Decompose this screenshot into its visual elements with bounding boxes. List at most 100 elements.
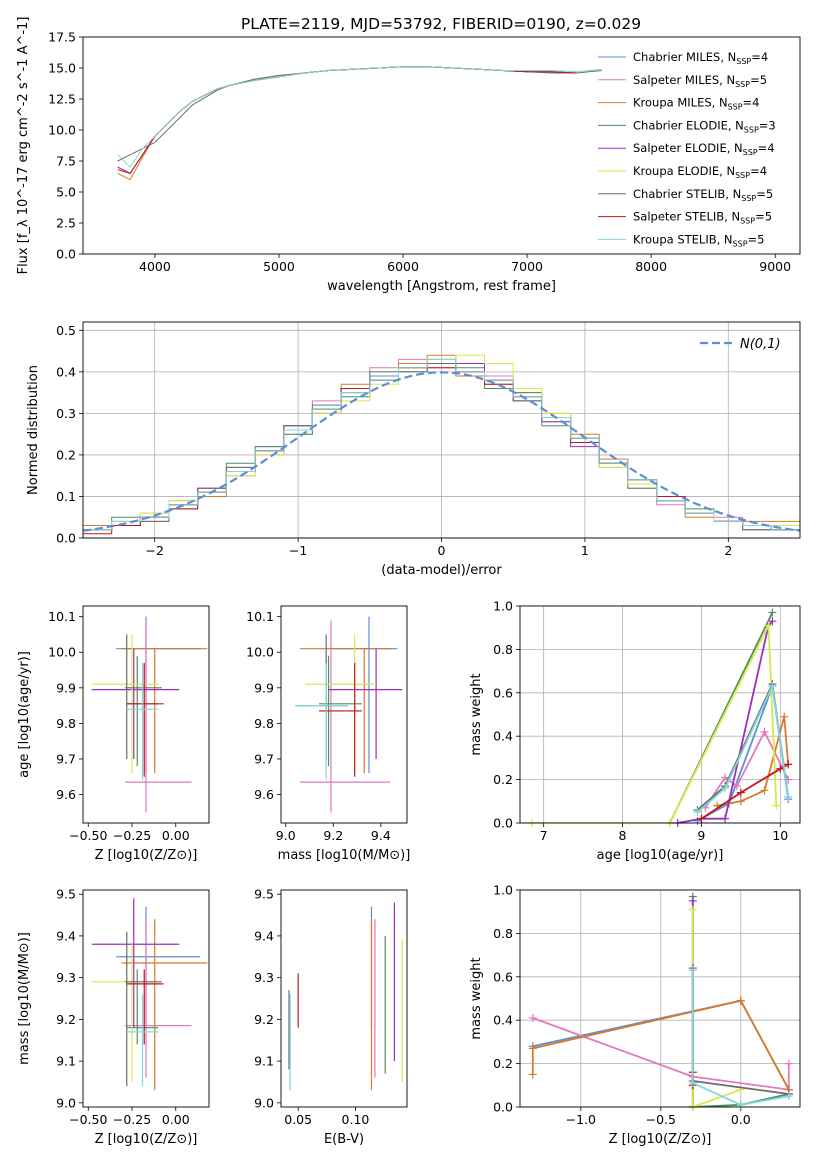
y-tick-label: 9.6 — [254, 787, 274, 802]
y-axis-label: age [log10(age/yr)] — [17, 651, 32, 778]
y-tick-label: 2.5 — [56, 216, 76, 231]
marker-kroupa-elodie — [772, 801, 781, 810]
spectrum-line-salpeter-elodie — [117, 66, 503, 175]
y-tick-label: 9.2 — [56, 1012, 76, 1027]
y-tick-label: 9.1 — [56, 1054, 76, 1069]
y-tick-label: 0.5 — [56, 323, 76, 338]
marker-salpeter-stelib — [776, 764, 785, 773]
y-tick-label: 0.8 — [493, 926, 513, 941]
marker-salpeter-miles — [784, 1059, 793, 1068]
y-tick-label: 0.3 — [56, 406, 76, 421]
y-tick-label: 9.4 — [56, 928, 76, 943]
legend-label-chabrier-stelib: Chabrier STELIB, NSSP=5 — [633, 187, 773, 203]
y-tick-label: 0.0 — [493, 816, 513, 831]
axes-frame — [82, 605, 210, 824]
y-tick-label: 0.4 — [493, 729, 513, 744]
legend-label-salpeter-stelib: Salpeter STELIB, NSSP=5 — [633, 210, 772, 226]
y-tick-label: 9.0 — [56, 1095, 76, 1110]
marker-kroupa-stelib — [688, 1079, 697, 1088]
marker-kroupa-elodie — [688, 905, 697, 914]
marker-kroupa-stelib — [721, 784, 730, 793]
axes-frame — [519, 889, 801, 1108]
x-axis-label: mass [log10(M/M⊙)] — [278, 848, 411, 863]
y-tick-label: 9.5 — [56, 887, 76, 902]
legend-label-salpeter-miles: Salpeter MILES, NSSP=5 — [633, 73, 767, 89]
y-tick-label: 5.0 — [56, 185, 76, 200]
axes-frame — [280, 889, 408, 1108]
residuals-panel: −2 −1 0 1 2 0.0 0.1 0.2 0.3 0.4 0.5 (data-model)/er… — [26, 321, 801, 578]
legend-label-kroupa-elodie: Kroupa ELODIE, NSSP=4 — [633, 164, 767, 180]
y-tick-label: 9.7 — [254, 751, 274, 766]
marker-salpeter-stelib — [784, 760, 793, 769]
x-tick-label: 0.10 — [342, 1112, 370, 1127]
marker-kroupa-stelib — [693, 808, 702, 817]
x-tick-label: 4000 — [139, 259, 171, 274]
y-tick-label: 1.0 — [493, 599, 513, 614]
y-tick-label: 9.1 — [254, 1054, 274, 1069]
y-tick-label: 15.0 — [48, 61, 76, 76]
y-tick-label: 10.0 — [246, 645, 274, 660]
axes-frame — [82, 321, 801, 539]
y-tick-label: 0.1 — [56, 489, 76, 504]
line-kroupa-stelib — [696, 683, 790, 813]
x-axis-label: wavelength [Angstrom, rest frame] — [327, 279, 556, 294]
marker-chabrier-elodie — [768, 608, 777, 617]
marker-salpeter-miles — [721, 773, 730, 782]
x-tick-label: −2 — [145, 543, 163, 558]
x-tick-label: 9.2 — [323, 828, 343, 843]
y-tick-label: 0.4 — [56, 364, 76, 379]
marker-kroupa-miles — [736, 797, 745, 806]
x-tick-label: −0.50 — [69, 1112, 107, 1127]
x-axis-label: Z [log10(Z/Z⊙)] — [609, 1132, 712, 1147]
axes-frame — [82, 36, 801, 255]
x-tick-label: 9 — [697, 828, 705, 843]
spectrum-line-kroupa-elodie — [129, 66, 503, 174]
hist-kroupa-stelib — [83, 358, 800, 531]
y-axis-label: Normed distribution — [26, 365, 41, 495]
x-tick-label: 1 — [581, 543, 589, 558]
marker-salpeter-stelib — [697, 814, 706, 823]
y-tick-label: 0.6 — [493, 969, 513, 984]
y-tick-label: 0.0 — [56, 247, 76, 262]
marker-kroupa-miles — [780, 712, 789, 721]
marker-kroupa-stelib — [736, 1100, 745, 1109]
y-axis-label: mass weight — [469, 673, 484, 755]
legend-label-gaussian: N(0,1) — [740, 337, 781, 352]
marker-kroupa-miles — [528, 1070, 537, 1079]
y-tick-label: 9.5 — [254, 887, 274, 902]
y-tick-label: 9.0 — [254, 1095, 274, 1110]
marker-kroupa-stelib — [768, 682, 777, 691]
spectrum-line-salpeter-stelib — [117, 66, 577, 174]
x-tick-label: 10 — [772, 828, 788, 843]
x-tick-label: 9.0 — [276, 828, 296, 843]
y-tick-label: 7.5 — [56, 154, 76, 169]
x-tick-label: −1 — [289, 543, 307, 558]
marker-salpeter-elodie — [768, 617, 777, 626]
y-tick-label: 9.3 — [254, 970, 274, 985]
marker-kroupa-stelib — [784, 792, 793, 801]
y-tick-label: 9.3 — [56, 970, 76, 985]
x-tick-label: 7000 — [511, 259, 543, 274]
figure-title: PLATE=2119, MJD=53792, FIBERID=0190, z=0… — [241, 15, 641, 33]
line-kroupa-elodie — [531, 621, 778, 823]
x-axis-label: Z [log10(Z/Z⊙)] — [95, 1132, 198, 1147]
marker-salpeter-elodie — [688, 896, 697, 905]
mass-vs-metallicity-panel: −0.50 −0.25 0.00 9.0 9.1 9.2 9.3 9.4 9.5 Z [log10… — [17, 887, 210, 1147]
marker-kroupa-elodie — [764, 621, 773, 630]
mass-weight-vs-age-panel: 7 8 9 10 0.0 0.2 0.4 0.6 0.8 1.0 age [log10(age/yr… — [469, 599, 801, 863]
legend-label-chabrier-miles: Chabrier MILES, NSSP=4 — [633, 50, 768, 66]
marker-kroupa-stelib — [688, 966, 697, 975]
line-kroupa-stelib — [691, 970, 789, 1106]
legend-label-salpeter-elodie: Salpeter ELODIE, NSSP=4 — [633, 141, 775, 157]
y-tick-label: 0.8 — [493, 642, 513, 657]
y-tick-label: 10.0 — [48, 645, 76, 660]
y-tick-label: 0.2 — [493, 1056, 513, 1071]
y-tick-label: 12.5 — [48, 92, 76, 107]
y-tick-label: 9.9 — [56, 680, 76, 695]
spectrum-line-chabrier-elodie — [117, 66, 503, 175]
y-tick-label: 0.2 — [56, 447, 76, 462]
y-tick-label: 9.7 — [56, 751, 76, 766]
marker-salpeter-miles — [732, 782, 741, 791]
x-tick-label: −1.0 — [566, 1112, 596, 1127]
